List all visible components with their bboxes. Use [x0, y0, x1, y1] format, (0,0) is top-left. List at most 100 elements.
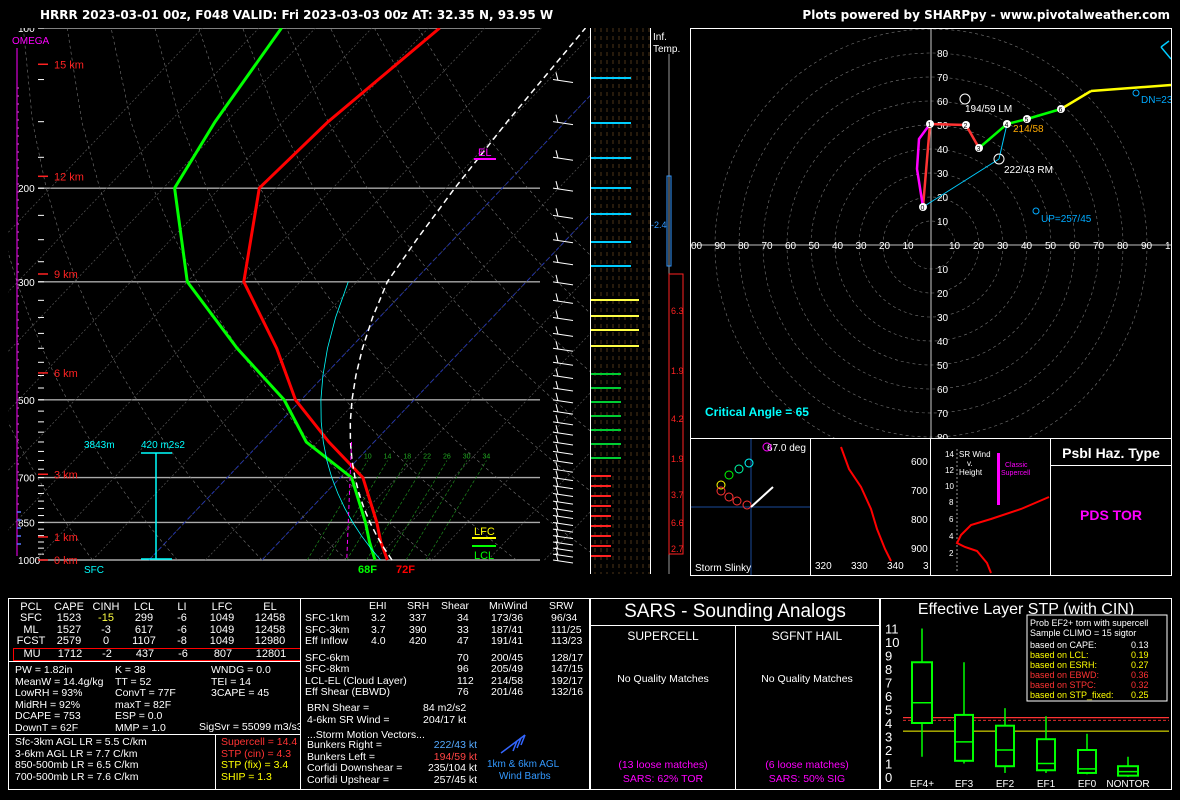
stp-y-label: 1 — [885, 757, 892, 772]
parcel-cell: -6 — [177, 612, 187, 624]
wind-barb — [552, 541, 574, 546]
parcel-cell: FCST — [16, 635, 46, 647]
kin-cell: Eff Inflow — [305, 635, 348, 647]
wind-barb-flag — [555, 150, 559, 159]
stp-legend-label: based on CAPE: — [1030, 640, 1097, 650]
stp-category-label: EF0 — [1078, 779, 1097, 789]
wind-barb — [552, 485, 574, 490]
sars-supercell-matches: No Quality Matches — [617, 673, 709, 685]
stp-y-label: 4 — [885, 716, 892, 731]
slinky-angle: 67.0 deg — [767, 443, 806, 454]
parcel-header-cell: EL — [263, 601, 277, 613]
parcel-cell: 1523 — [56, 612, 82, 624]
wind-barb-flag — [555, 462, 559, 471]
stp-legend-title: Prob EF2+ torn with supercell — [1030, 618, 1148, 628]
stp-legend-label: based on ESRH: — [1030, 660, 1097, 670]
dry-adiabat — [66, 27, 348, 561]
hodo-x-label: 80 — [738, 241, 750, 252]
lm-label: 194/59 LM — [965, 104, 1012, 115]
kin-row: Eff Inflow 4.0 420 47 191/41 113/23 — [305, 635, 587, 648]
mixing-ratio-label: 22 — [423, 453, 431, 460]
wind-barb — [552, 399, 574, 404]
kin-cell: LCL-EL (Cloud Layer) — [305, 674, 407, 687]
index-value: TT = 52 — [115, 675, 152, 688]
inf-temp-chart: Inf. Temp. -2.4 6.3 1.9 4.2 1.9 3.7 6.6 2.7 — [651, 32, 684, 574]
downdraft-trace — [346, 441, 353, 561]
el-label: EL — [478, 147, 491, 159]
dry-adiabat — [286, 27, 771, 561]
hodo-x-label: 40 — [1021, 241, 1033, 252]
wind-barb-flag — [555, 493, 559, 503]
sfc-temp: 72F — [396, 564, 415, 574]
hodo-x-label: 70 — [1093, 241, 1105, 252]
storm-motion-row: Bunkers Right = 222/43 kt — [307, 739, 477, 752]
storm-slinky-chart: 67.0 deg Storm Slinky — [691, 439, 811, 575]
wind-barb — [552, 535, 574, 540]
parcel-header-cell: LFC — [211, 601, 233, 613]
wind-barb — [552, 187, 574, 192]
parcel-cell: -3 — [101, 623, 111, 636]
hodo-ring-label: 70 — [937, 73, 949, 84]
wind-barb-flag — [555, 368, 559, 377]
hodo-segment — [1090, 83, 1172, 93]
mixing-ratio-label: 14 — [384, 453, 392, 460]
index-value: LowRH = 93% — [15, 687, 83, 700]
up-marker — [1032, 207, 1040, 215]
sars-hail-pct: SARS: 50% SIG — [768, 773, 846, 785]
pressure-label: 200 — [18, 184, 35, 195]
wind-barb — [552, 450, 574, 455]
kin-cell: 390 — [409, 623, 427, 636]
kin-header-cell: SRH — [407, 600, 430, 612]
theta-x-330: 330 — [851, 561, 868, 572]
stp-box — [911, 661, 933, 724]
dn-marker — [1132, 89, 1140, 97]
index-value: DownT = 62F — [15, 721, 79, 734]
wind-barb-flag — [555, 392, 559, 401]
wind-barb — [552, 559, 574, 564]
wind-barb — [552, 553, 574, 558]
temperature-profile — [242, 26, 441, 561]
wind-barb-flag — [555, 293, 559, 302]
hodo-height-number: 2 — [964, 123, 968, 130]
parcel-row: MU 1712 -2 437 -6 807 12801 — [13, 647, 301, 661]
sars-hail-matches: No Quality Matches — [761, 673, 853, 685]
isotherm-line — [205, 27, 712, 561]
parcel-header-cell: LI — [177, 601, 187, 613]
hodo-x-label: 90 — [1141, 241, 1153, 252]
barbs-caption-1: 1km & 6km AGL — [487, 759, 560, 770]
brn-block: BRN Shear = 4-6km SR Wind = — [307, 702, 390, 726]
dry-adiabat — [330, 27, 856, 561]
pressure-label: 100 — [18, 28, 35, 35]
brn-values: 84 m2/s2 204/17 kt — [423, 702, 466, 726]
sars-supercell-loose: (13 loose matches) — [618, 759, 708, 771]
stp-fix: STP (fix) = 3.4 — [221, 759, 289, 772]
storm-inflow-line — [922, 158, 1000, 208]
wind-barb-flag — [555, 470, 559, 479]
classic-supercell-band — [997, 453, 1000, 505]
mixing-ratio-line — [366, 460, 428, 561]
mixing-ratio-label: 30 — [463, 453, 471, 460]
parcel-cell: 12458 — [254, 623, 286, 636]
hodo-x-label: 50 — [1045, 241, 1057, 252]
stp-box — [1036, 738, 1056, 772]
stp-category-label: EF3 — [955, 779, 974, 789]
hodo-ring-label: 10 — [937, 217, 949, 228]
isotherm-line — [487, 27, 994, 561]
indices-column: PW = 1.82in MeanW = 14.4g/kg LowRH = 93% Mi… — [15, 664, 103, 735]
hodo-lowlevel — [915, 123, 932, 208]
parcel-cell: 1107 — [132, 635, 156, 647]
wind-barb-flag — [555, 404, 559, 413]
sars-col-divider — [735, 625, 736, 789]
hodo-height-number: 3 — [977, 146, 981, 153]
parcel-cell: 299 — [134, 612, 154, 624]
hodo-height-marker — [1003, 120, 1011, 128]
theta-e-column — [590, 28, 651, 574]
wind-barb-flag — [555, 501, 559, 510]
wind-barb-flag — [555, 434, 559, 444]
wind-barb — [552, 410, 574, 415]
kin-cell: 192/17 — [551, 674, 584, 687]
storm-slinky-panel: 67.0 deg Storm Slinky — [690, 438, 812, 576]
wind-barb-flag — [555, 274, 559, 283]
srwind-y-12: 12 — [945, 466, 954, 475]
